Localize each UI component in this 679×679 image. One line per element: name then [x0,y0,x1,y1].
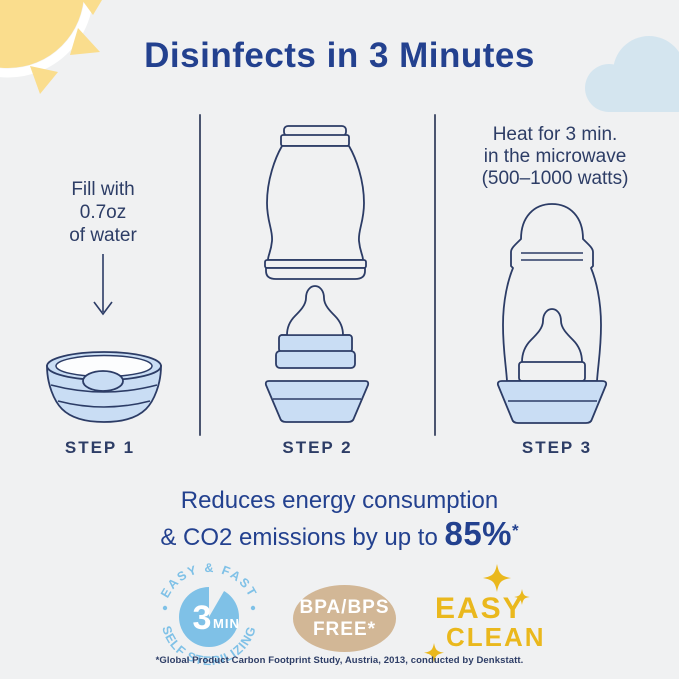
step1-label: STEP 1 [64,438,136,457]
sparkle-icon [514,589,530,605]
self-sterilizing-badge: 3 MIN EASY & FAST SELF STERILIZING [158,561,258,668]
step1-instruction: Fill with 0.7oz of water [23,178,183,247]
benefit-line2-text: & CO2 emissions by up to [160,524,438,551]
clock-wedge-icon [209,586,225,617]
cloud-icon [585,36,679,112]
badge-minutes-unit: MIN [213,616,240,631]
arrow-down-icon [93,254,113,316]
badge-dot-left [162,605,168,611]
benefit-line2: & CO2 emissions by up to 85%* [0,516,679,553]
bpa-badge-line1: BPA/BPS [299,596,390,618]
sparkle-icon [483,564,511,592]
sterilizer-base-bowl-illustration [46,351,162,423]
step2-label: STEP 2 [282,438,353,457]
assembled-bottle-illustration [496,203,608,424]
column-divider-right [434,114,436,436]
column-divider-left [199,114,201,436]
step3-instruction-line: Heat for 3 min. [492,124,618,145]
benefit-asterisk: * [512,521,519,540]
benefit-claim: Reduces energy consumption & CO2 emissio… [0,486,679,553]
step1-instruction-line: Fill with [71,179,135,200]
footnote: *Global Product Carbon Footprint Study, … [155,655,524,666]
easy-clean-badge: EASY CLEAN [420,558,580,670]
sparkle-icon [424,643,444,663]
easy-clean-line2: CLEAN [446,622,546,652]
step3-instruction: Heat for 3 min. in the microwave (500–10… [448,124,662,190]
badge-minutes-value: 3 [193,599,212,637]
benefit-line1: Reduces energy consumption [180,487,499,514]
badge-dot-right [250,605,256,611]
step3-instruction-line: in the microwave [483,146,627,167]
bpa-badge-line2: FREE* [312,618,377,640]
benefit-highlight: 85% [444,515,513,552]
easy-clean-line1: EASY [435,592,525,625]
step1-instruction-line: of water [69,225,137,246]
step3-label: STEP 3 [521,438,593,457]
step1-instruction-line: 0.7oz [79,202,127,223]
page-title: Disinfects in 3 Minutes [144,36,535,75]
sparkle-icons [424,564,530,663]
bpa-free-badge: BPA/BPS FREE* [293,585,396,652]
disassembled-bottle-illustration [264,125,370,423]
sun-icon [0,0,102,94]
step3-instruction-line: (500–1000 watts) [481,168,629,189]
